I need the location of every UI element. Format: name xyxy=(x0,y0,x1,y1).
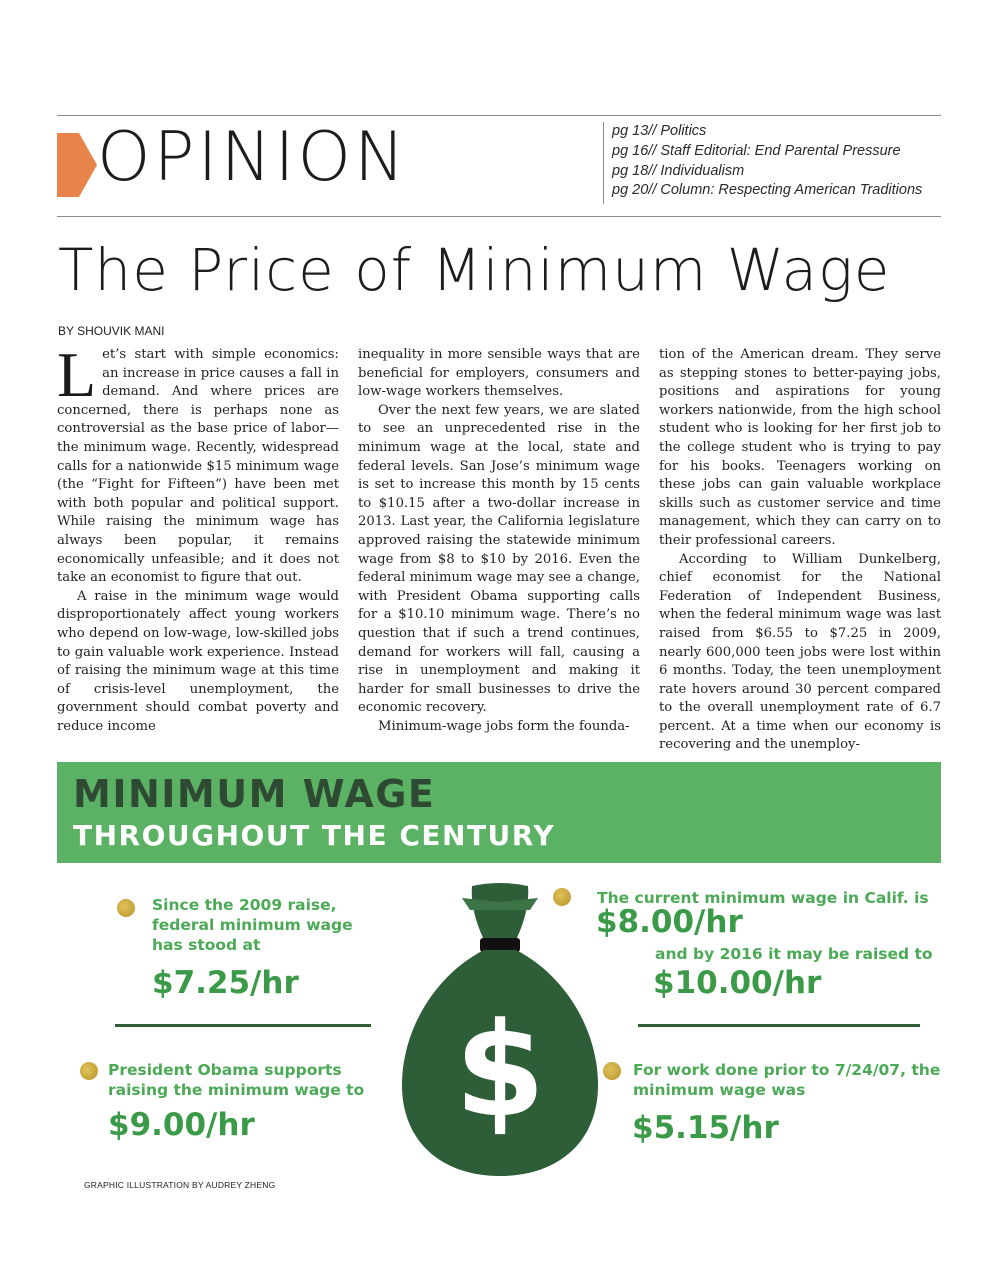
graphic-title: MINIMUM WAGE xyxy=(73,772,436,816)
table-of-contents: pg 13// Politics pg 16// Staff Editorial… xyxy=(603,122,922,204)
paragraph: Minimum-wage jobs form the founda- xyxy=(378,718,630,734)
divider xyxy=(638,1024,920,1027)
article-byline: BY SHOUVIK MANI xyxy=(58,324,165,338)
toc-item[interactable]: pg 13// Politics xyxy=(612,123,707,139)
toc-item[interactable]: pg 16// Staff Editorial: End Parental Pr… xyxy=(612,142,901,159)
fact-federal-value: $7.25/hr xyxy=(152,965,299,1001)
fact-prior-text: For work done prior to 7/24/07, the mini… xyxy=(633,1061,941,1099)
article-headline: The Price of Minimum Wage xyxy=(58,236,891,304)
paragraph: et’s start with simple economics: an inc… xyxy=(57,347,339,586)
fact-california-value: $8.00/hr xyxy=(596,904,743,940)
bag-dollar-sign: $ xyxy=(455,994,545,1146)
graphic-subtitle: THROUGHOUT THE CENTURY xyxy=(73,819,556,852)
fact-obama-text: President Obama supports raising the min… xyxy=(108,1061,365,1099)
toc-item[interactable]: pg 18// Individualism xyxy=(612,162,745,179)
money-bag-icon: $ xyxy=(402,883,598,1176)
graphic-banner: MINIMUM WAGE THROUGHOUT THE CENTURY xyxy=(57,762,941,863)
paragraph: inequality in more sensible ways that ar… xyxy=(358,347,640,400)
coin-icon xyxy=(117,899,135,917)
paragraph: According to William Dunkelberg, chief e… xyxy=(659,551,941,753)
fact-prior-value: $5.15/hr xyxy=(632,1110,779,1146)
coin-icon xyxy=(603,1062,621,1080)
section-title: OPINION xyxy=(97,118,408,197)
drop-cap: L xyxy=(57,339,97,410)
fact-california-text-2: and by 2016 it may be raised to xyxy=(655,945,933,963)
paragraph: A raise in the minimum wage would dispro… xyxy=(57,588,339,734)
article-column-2: inequality in more sensible ways that ar… xyxy=(358,346,640,736)
fact-california-value-2: $10.00/hr xyxy=(653,965,822,1001)
fact-federal-text: Since the 2009 raise, federal minimum wa… xyxy=(152,896,353,954)
fact-obama-value: $9.00/hr xyxy=(108,1107,255,1143)
paragraph: tion of the American dream. They serve a… xyxy=(659,347,941,548)
coin-icon xyxy=(80,1062,98,1080)
coin-icon xyxy=(553,888,571,906)
divider xyxy=(115,1024,371,1027)
graphic-credit: GRAPHIC ILLUSTRATION BY AUDREY ZHENG xyxy=(84,1180,276,1190)
section-arrow-icon xyxy=(57,133,97,197)
header-bottom-rule xyxy=(57,216,941,217)
fact-california-text: The current minimum wage in Calif. is xyxy=(597,889,929,907)
paragraph: Over the next few years, we are slated t… xyxy=(358,402,640,716)
article-column-3: tion of the American dream. They serve a… xyxy=(659,346,941,755)
header-top-rule xyxy=(57,115,941,116)
toc-item[interactable]: pg 20// Column: Respecting American Trad… xyxy=(612,182,923,199)
